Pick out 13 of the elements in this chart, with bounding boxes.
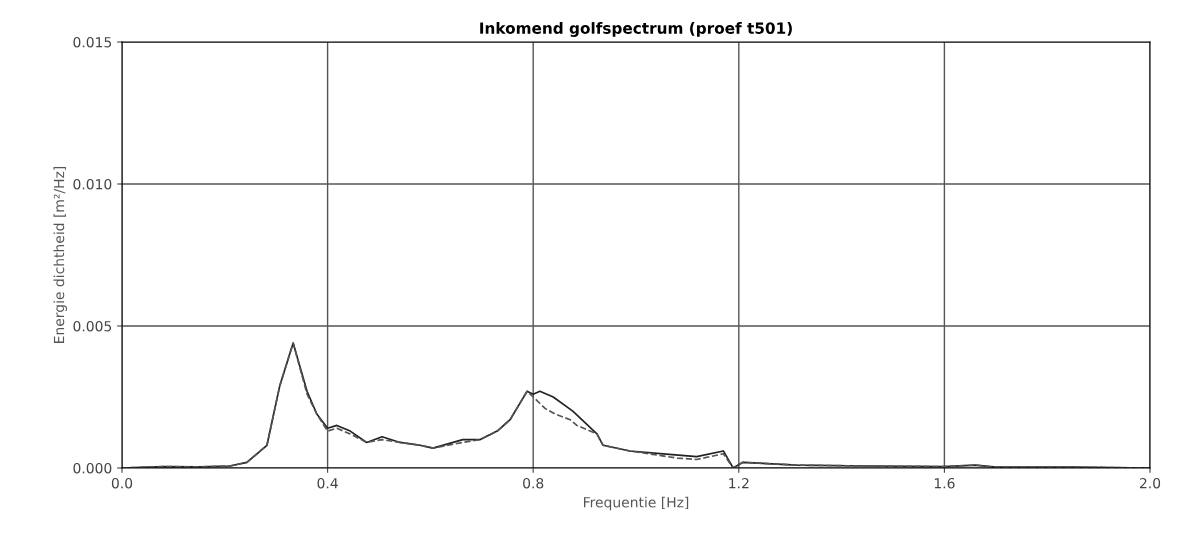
y-tick-label: 0.015 — [73, 36, 112, 48]
x-tick-label: 0.0 — [111, 477, 133, 489]
chart-title: Inkomend golfspectrum (proef t501) — [480, 22, 792, 37]
x-tick-label: 1.2 — [729, 477, 749, 489]
y-tick-label: 0.010 — [73, 178, 112, 190]
x-axis-title: Frequentie [Hz] — [584, 496, 689, 511]
x-tick-label: 0.8 — [523, 477, 544, 489]
y-tick-label: 0.000 — [73, 462, 112, 474]
x-tick-label: 0.4 — [317, 477, 338, 489]
x-tick-label: 2.0 — [1139, 477, 1161, 489]
y-axis-title: Energie dichtheid [m²/Hz] — [53, 166, 67, 343]
x-tick-label: 1.6 — [934, 477, 955, 489]
y-tick-label: 0.005 — [73, 320, 112, 332]
